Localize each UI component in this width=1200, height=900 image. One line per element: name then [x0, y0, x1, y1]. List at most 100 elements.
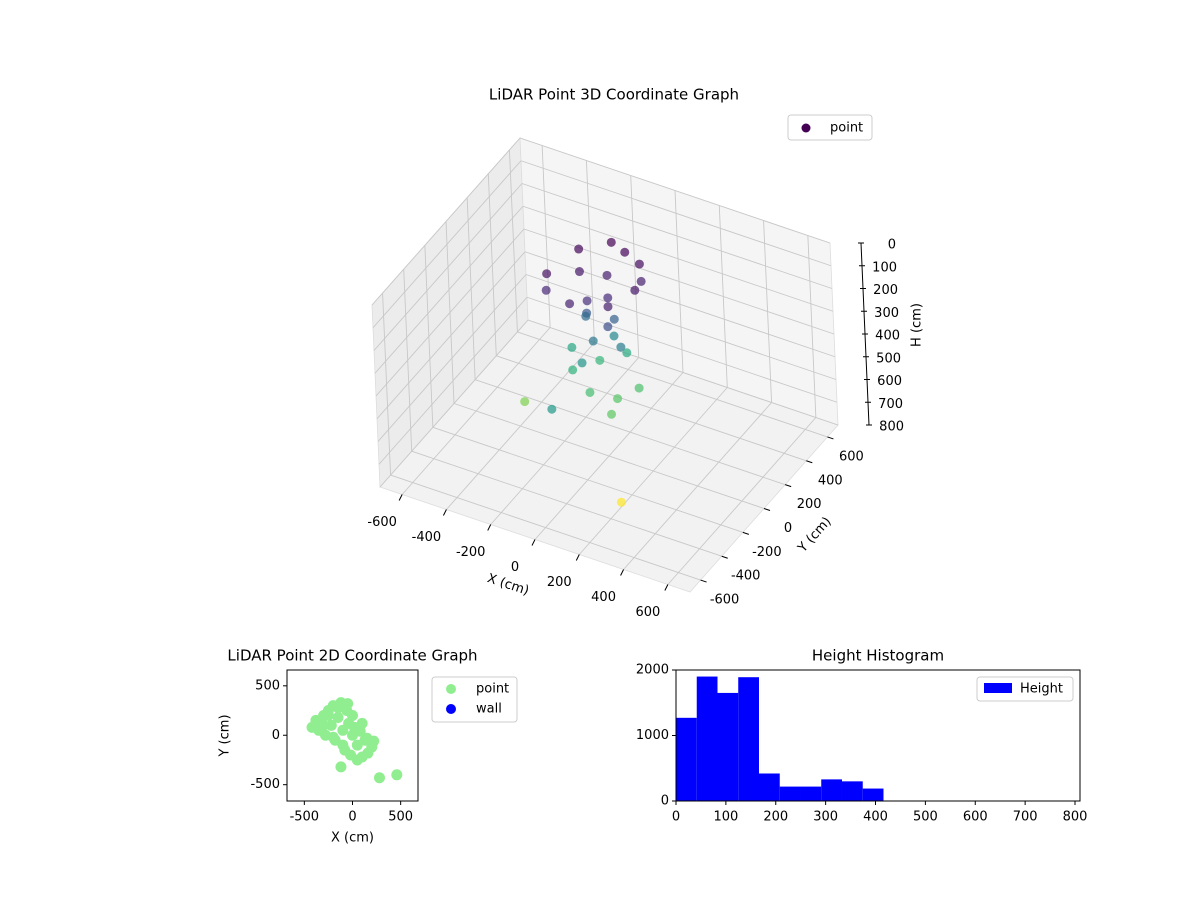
y-tick-label: 500: [255, 678, 280, 693]
x-tick-label: 0: [511, 560, 519, 575]
point: [622, 348, 632, 358]
y-tick-label: 200: [797, 497, 822, 512]
point: [332, 702, 344, 714]
point: [332, 711, 344, 723]
z-tick-label: 200: [873, 283, 898, 298]
grid-line: [520, 160, 832, 267]
point: [636, 276, 646, 286]
point: [620, 247, 630, 257]
grid-line: [375, 228, 525, 397]
grid-line: [453, 403, 765, 509]
point: [577, 358, 587, 368]
point: [603, 302, 613, 312]
bar: [841, 781, 863, 801]
z-axis: [860, 242, 870, 426]
legend-label: point: [476, 682, 509, 697]
bar: [738, 677, 759, 801]
z-tick-label: 100: [872, 260, 897, 275]
point: [356, 717, 368, 729]
grid-line: [496, 355, 807, 462]
z-tick-label: 700: [878, 397, 903, 412]
legend-marker: [801, 123, 811, 133]
point: [613, 394, 623, 404]
x-tick-label: 0: [348, 810, 356, 825]
point: [325, 719, 337, 731]
grid-line: [378, 296, 528, 465]
point: [542, 269, 552, 279]
point: [582, 296, 592, 306]
x-tick-label: 500: [388, 810, 413, 825]
grid-line: [373, 183, 523, 351]
point: [520, 397, 530, 407]
tick-mark: [664, 584, 669, 591]
bar: [676, 717, 697, 801]
point: [567, 342, 577, 352]
z-tick-label: 500: [876, 351, 901, 366]
legend-marker: [446, 704, 456, 714]
z-tick-label: 600: [877, 374, 902, 389]
z-tick-label: 0: [888, 238, 896, 253]
grid-line: [377, 274, 527, 442]
y-tick-label: 0: [661, 794, 669, 809]
grid-line: [432, 426, 744, 533]
legend-label: point: [830, 121, 863, 136]
y-tick-label: -200: [752, 545, 782, 560]
point: [547, 404, 557, 414]
point: [634, 383, 644, 393]
point: [616, 497, 626, 507]
legend-marker: [446, 684, 456, 694]
point: [574, 267, 584, 277]
grid-line: [374, 205, 524, 374]
z-axis-label: H (cm): [910, 303, 925, 347]
x-axis-label: X (cm): [331, 831, 374, 846]
x-tick-label: -400: [412, 530, 442, 545]
y-tick-label: -600: [710, 593, 740, 608]
bar: [862, 788, 884, 801]
y-axis-label: Y (cm): [795, 514, 835, 556]
x-tick-label: 100: [713, 810, 738, 825]
x-axis-label: X (cm): [485, 571, 531, 599]
tick-mark: [827, 436, 834, 440]
x-tick-label: 500: [913, 810, 938, 825]
point: [347, 709, 358, 721]
bar: [821, 779, 842, 801]
point: [588, 336, 598, 346]
grid-line: [522, 205, 834, 312]
x-tick-label: -500: [290, 810, 320, 825]
point: [609, 314, 619, 324]
grid-line: [521, 183, 833, 289]
point: [595, 355, 605, 365]
point: [541, 285, 551, 295]
tick-mark: [721, 555, 728, 559]
grid-line: [390, 474, 701, 581]
chart-title: LiDAR Point 2D Coordinate Graph: [227, 647, 477, 665]
tick-mark: [531, 539, 536, 546]
y-tick-label: -400: [731, 569, 761, 584]
grid-line: [519, 137, 831, 244]
legend-box: [787, 114, 873, 141]
point: [634, 259, 644, 269]
point: [327, 731, 339, 743]
tick-mark: [398, 494, 403, 501]
x-tick-label: 600: [635, 605, 660, 620]
point: [616, 342, 626, 352]
point: [606, 237, 616, 247]
point: [609, 331, 619, 341]
x-tick-label: 200: [763, 810, 788, 825]
chart-title: Height Histogram: [812, 647, 944, 665]
point: [603, 293, 613, 303]
x-tick-label: 700: [1013, 810, 1038, 825]
x-tick-label: 200: [547, 575, 572, 590]
grid-line: [527, 319, 839, 426]
z-tick-label: 400: [875, 329, 900, 344]
y-tick-label: 2000: [636, 663, 669, 678]
tick-mark: [487, 524, 492, 531]
legend-label: wall: [476, 702, 502, 717]
grid-line: [379, 319, 529, 488]
tick-mark: [700, 579, 707, 583]
point: [342, 698, 354, 710]
grid-line: [411, 450, 722, 557]
x-tick-label: 800: [1063, 810, 1088, 825]
point: [391, 769, 403, 781]
